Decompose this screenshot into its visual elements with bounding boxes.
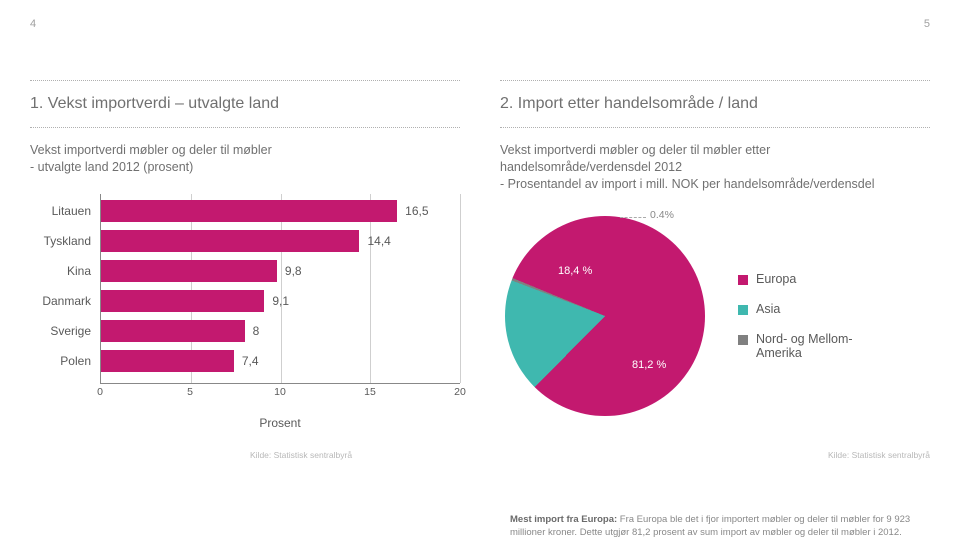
legend-swatch bbox=[738, 335, 748, 345]
pie-label-asia: 18,4 % bbox=[558, 265, 592, 277]
bar-fill bbox=[101, 260, 277, 282]
right-column: 2. Import etter handelsområde / land Vek… bbox=[500, 80, 930, 430]
footnote-bold: Mest import fra Europa: bbox=[510, 514, 617, 525]
pie-label-europa: 81,2 % bbox=[632, 359, 666, 371]
bar-fill bbox=[101, 290, 264, 312]
x-tick: 15 bbox=[364, 386, 376, 398]
x-tick: 0 bbox=[97, 386, 103, 398]
pie-chart-box: 0.4% 18,4 % 81,2 % bbox=[500, 211, 710, 421]
bar-row: Danmark9,1 bbox=[101, 290, 460, 312]
bar-value-label: 9,8 bbox=[285, 264, 302, 278]
bar-chart: Litauen16,5Tyskland14,4Kina9,8Danmark9,1… bbox=[30, 194, 460, 414]
pie-chart: 0.4% 18,4 % 81,2 % Europa Asia Nord- og Me… bbox=[500, 211, 930, 421]
left-source: Kilde: Statistisk sentralbyrå bbox=[250, 450, 352, 460]
left-section-title: 1. Vekst importverdi – utvalgte land bbox=[30, 95, 460, 113]
bar-row: Polen7,4 bbox=[101, 350, 460, 372]
bar-value-label: 14,4 bbox=[367, 234, 390, 248]
pie-callout-small: 0.4% bbox=[650, 209, 674, 221]
right-rule-2 bbox=[500, 127, 930, 128]
left-rule bbox=[30, 80, 460, 81]
right-rule bbox=[500, 80, 930, 81]
legend-row: Europa bbox=[738, 272, 853, 286]
legend-label: Asia bbox=[756, 302, 780, 316]
left-subtitle-1: Vekst importverdi møbler og deler til mø… bbox=[30, 142, 460, 159]
pie-legend: Europa Asia Nord- og Mellom- Amerika bbox=[738, 272, 853, 360]
legend-swatch bbox=[738, 275, 748, 285]
bar-row: Tyskland14,4 bbox=[101, 230, 460, 252]
legend-row: Asia bbox=[738, 302, 853, 316]
page-number-left: 4 bbox=[30, 18, 36, 30]
pie-callout-dash bbox=[620, 217, 646, 218]
right-subtitle-2: handelsområde/verdensdel 2012 bbox=[500, 159, 930, 176]
bar-chart-xticks: 05101520 bbox=[100, 384, 460, 398]
bar-value-label: 9,1 bbox=[272, 294, 289, 308]
legend-row: Nord- og Mellom- Amerika bbox=[738, 332, 853, 360]
bar-category-label: Sverige bbox=[31, 324, 101, 338]
right-subtitle-1: Vekst importverdi møbler og deler til mø… bbox=[500, 142, 930, 159]
legend-label: Europa bbox=[756, 272, 796, 286]
bar-value-label: 7,4 bbox=[242, 354, 259, 368]
legend-label: Nord- og Mellom- Amerika bbox=[756, 332, 853, 360]
bar-value-label: 8 bbox=[253, 324, 260, 338]
bar-chart-plot: Litauen16,5 Tyskland14,4 Kina9,8 Danmark9,1… bbox=[100, 194, 460, 384]
bar-chart-xlabel: Prosent bbox=[30, 416, 460, 430]
left-column: 1. Vekst importverdi – utvalgte land Vek… bbox=[30, 80, 460, 430]
right-source: Kilde: Statistisk sentralbyrå bbox=[828, 450, 930, 460]
x-tick: 5 bbox=[187, 386, 193, 398]
bar-category-label: Polen bbox=[31, 354, 101, 368]
pie-chart-disc bbox=[505, 216, 705, 416]
bar-fill bbox=[101, 320, 245, 342]
bar-row: Sverige8 bbox=[101, 320, 460, 342]
left-subtitle-2: - utvalgte land 2012 (prosent) bbox=[30, 159, 460, 176]
left-rule-2 bbox=[30, 127, 460, 128]
right-section-title: 2. Import etter handelsområde / land bbox=[500, 95, 930, 113]
x-tick: 20 bbox=[454, 386, 466, 398]
x-tick: 10 bbox=[274, 386, 286, 398]
legend-swatch bbox=[738, 305, 748, 315]
bar-category-label: Danmark bbox=[31, 294, 101, 308]
page-number-right: 5 bbox=[924, 18, 930, 30]
bar-row: Litauen16,5 bbox=[101, 200, 460, 222]
bar-category-label: Litauen bbox=[31, 204, 101, 218]
footnote: Mest import fra Europa: Fra Europa ble d… bbox=[510, 514, 930, 540]
bar-category-label: Tyskland bbox=[31, 234, 101, 248]
bar-fill bbox=[101, 200, 397, 222]
right-subtitle-3: - Prosentandel av import i mill. NOK per… bbox=[500, 176, 930, 193]
bar-value-label: 16,5 bbox=[405, 204, 428, 218]
bar-fill bbox=[101, 230, 359, 252]
content-columns: 1. Vekst importverdi – utvalgte land Vek… bbox=[0, 0, 960, 430]
bar-row: Kina9,8 bbox=[101, 260, 460, 282]
bar-fill bbox=[101, 350, 234, 372]
bar-category-label: Kina bbox=[31, 264, 101, 278]
